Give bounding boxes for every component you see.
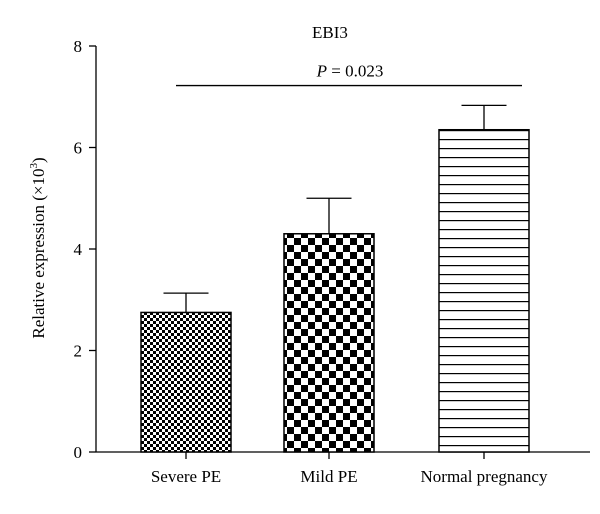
- p-value-symbol: P: [316, 62, 327, 81]
- y-tick-label: 8: [74, 37, 83, 56]
- p-value-label: P = 0.023: [316, 62, 384, 81]
- y-tick-label: 6: [74, 139, 83, 158]
- p-value-text: = 0.023: [327, 62, 383, 81]
- y-axis-label-exponent: 3: [28, 163, 40, 169]
- chart-title: EBI3: [312, 23, 348, 42]
- y-axis-label-close: ): [29, 157, 48, 163]
- bar-normal-pregnancy: [438, 128, 530, 453]
- x-tick-label: Normal pregnancy: [421, 467, 548, 486]
- y-axis-label-main: Relative expression (×10: [29, 169, 48, 339]
- significance-annotation: P = 0.023: [176, 62, 522, 87]
- y-tick-label: 0: [74, 443, 83, 462]
- bars: Severe PE Mild PE Normal pregnancy: [140, 104, 548, 486]
- x-tick-label: Severe PE: [151, 467, 221, 486]
- bar-severe-pe: [140, 311, 232, 453]
- y-axis-label: Relative expression (×103): [28, 157, 48, 338]
- y-tick-label: 2: [74, 342, 83, 361]
- x-tick-label: Mild PE: [300, 467, 357, 486]
- bar-mild-pe: [283, 233, 375, 453]
- y-tick-label: 4: [74, 240, 83, 259]
